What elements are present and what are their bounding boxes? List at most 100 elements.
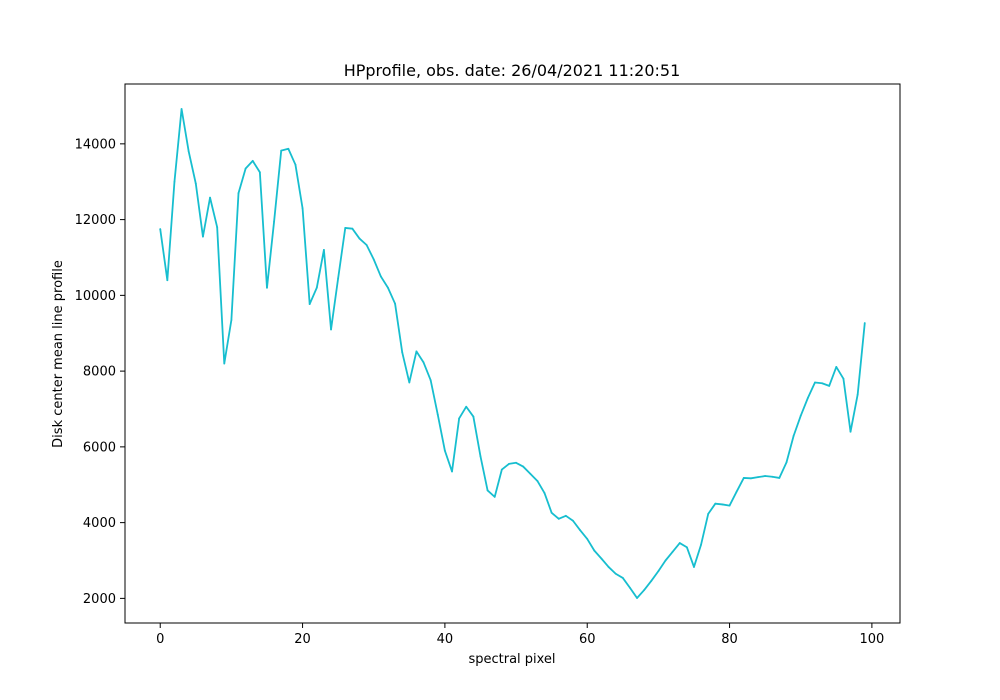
data-point bbox=[529, 472, 532, 475]
data-point bbox=[351, 227, 354, 230]
data-point bbox=[323, 249, 325, 251]
data-point bbox=[387, 286, 389, 289]
x-axis-label: spectral pixel bbox=[468, 652, 555, 667]
series-line bbox=[159, 108, 866, 599]
data-point bbox=[550, 511, 553, 514]
data-point bbox=[258, 171, 261, 174]
x-tick-label: 60 bbox=[579, 632, 596, 647]
data-point bbox=[379, 275, 382, 278]
data-point bbox=[792, 434, 795, 437]
data-point bbox=[650, 580, 653, 582]
data-point bbox=[223, 362, 226, 365]
data-point bbox=[365, 244, 368, 246]
data-point bbox=[607, 566, 610, 568]
y-tick-label: 8000 bbox=[83, 365, 116, 380]
data-point bbox=[835, 366, 838, 368]
x-tick-label: 100 bbox=[859, 632, 884, 647]
data-point bbox=[287, 147, 290, 150]
y-tick-label: 2000 bbox=[83, 592, 116, 607]
data-point bbox=[301, 207, 304, 210]
data-point bbox=[728, 504, 731, 507]
data-point bbox=[429, 379, 432, 382]
data-point bbox=[344, 227, 347, 229]
data-point bbox=[166, 279, 169, 282]
data-point bbox=[330, 328, 332, 331]
data-point bbox=[515, 461, 517, 464]
data-point bbox=[657, 570, 660, 573]
data-point bbox=[806, 397, 809, 399]
data-point bbox=[500, 468, 503, 471]
x-tick-label: 80 bbox=[721, 632, 738, 647]
data-point bbox=[572, 519, 574, 522]
data-point bbox=[244, 167, 247, 170]
data-point bbox=[849, 430, 852, 433]
x-axis: 0 20 40 60 80 100 bbox=[156, 623, 884, 647]
data-point bbox=[230, 319, 233, 321]
data-point bbox=[308, 303, 311, 305]
data-point bbox=[458, 417, 461, 420]
data-point bbox=[451, 470, 453, 473]
data-point bbox=[664, 559, 667, 562]
data-point bbox=[216, 226, 219, 229]
data-point bbox=[159, 228, 162, 230]
data-point bbox=[536, 480, 539, 482]
data-point bbox=[564, 514, 567, 517]
data-point bbox=[315, 286, 318, 289]
data-point bbox=[479, 455, 482, 458]
data-point bbox=[821, 382, 823, 385]
data-point bbox=[856, 393, 859, 396]
data-point bbox=[814, 381, 816, 384]
data-point bbox=[372, 258, 375, 261]
data-point bbox=[764, 475, 767, 477]
data-point bbox=[671, 550, 674, 553]
data-point bbox=[209, 196, 211, 199]
data-point bbox=[778, 477, 781, 479]
x-tick-label: 40 bbox=[437, 632, 454, 647]
y-tick-label: 10000 bbox=[75, 289, 116, 304]
data-point bbox=[522, 465, 525, 468]
data-point bbox=[443, 449, 446, 452]
x-tick-label: 0 bbox=[156, 632, 164, 647]
data-point bbox=[251, 159, 254, 162]
data-point bbox=[436, 413, 439, 416]
data-point bbox=[586, 538, 589, 540]
data-point bbox=[280, 149, 283, 152]
data-point bbox=[180, 108, 183, 110]
data-point bbox=[600, 557, 603, 560]
data-point bbox=[508, 463, 510, 465]
data-point bbox=[422, 361, 425, 364]
data-point bbox=[700, 543, 702, 546]
data-point bbox=[543, 492, 546, 494]
data-point bbox=[735, 490, 738, 493]
data-point bbox=[472, 415, 475, 418]
data-point bbox=[828, 384, 831, 387]
data-point bbox=[187, 150, 190, 153]
data-point bbox=[408, 381, 411, 384]
data-point bbox=[785, 461, 788, 464]
data-point bbox=[643, 589, 646, 591]
data-point bbox=[358, 237, 361, 240]
y-axis-label: Disk center mean line profile bbox=[51, 260, 66, 448]
y-tick-label: 14000 bbox=[75, 137, 116, 152]
data-point bbox=[742, 477, 745, 479]
data-point bbox=[415, 350, 418, 353]
data-point bbox=[593, 549, 596, 552]
data-point bbox=[621, 577, 624, 579]
data-point bbox=[493, 495, 496, 498]
data-point bbox=[842, 377, 845, 380]
data-point bbox=[194, 182, 197, 185]
data-point bbox=[237, 192, 240, 194]
data-point bbox=[486, 489, 489, 492]
y-tick-label: 4000 bbox=[83, 516, 116, 531]
data-point bbox=[707, 513, 710, 515]
data-point bbox=[714, 502, 717, 505]
data-point bbox=[678, 542, 681, 544]
chart-title: HPprofile, obs. date: 26/04/2021 11:20:5… bbox=[344, 61, 681, 80]
data-point bbox=[294, 163, 297, 166]
data-point bbox=[636, 597, 638, 599]
plot-frame bbox=[124, 83, 901, 624]
plot-area bbox=[124, 83, 901, 624]
data-point bbox=[757, 476, 759, 479]
